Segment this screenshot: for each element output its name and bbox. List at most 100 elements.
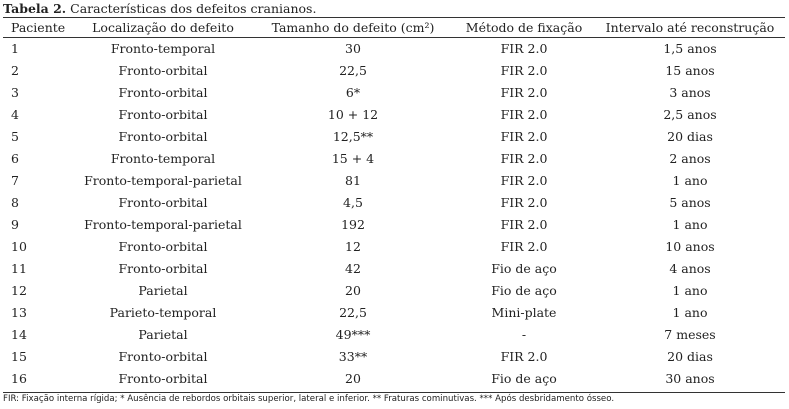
cell-intervalo: 2,5 anos bbox=[663, 106, 717, 122]
cell-paciente: 8 bbox=[11, 194, 19, 210]
header-rule bbox=[3, 37, 785, 38]
cell-localizacao: Fronto-orbital bbox=[118, 106, 208, 122]
cell-paciente: 5 bbox=[11, 128, 19, 144]
cell-paciente: 6 bbox=[11, 150, 19, 166]
cell-localizacao: Fronto-temporal bbox=[110, 40, 216, 56]
cell-tamanho: 12,5** bbox=[332, 128, 374, 144]
cell-paciente: 16 bbox=[11, 370, 27, 386]
caption-label: Tabela 2. bbox=[3, 1, 67, 16]
cell-intervalo: 1 ano bbox=[672, 282, 708, 298]
cell-paciente: 14 bbox=[11, 326, 27, 342]
cell-localizacao: Parietal bbox=[138, 282, 188, 298]
header-paciente: Paciente bbox=[11, 19, 66, 35]
cell-localizacao: Fronto-temporal-parietal bbox=[84, 216, 242, 232]
cell-paciente: 9 bbox=[11, 216, 19, 232]
table-row: 13 Parieto-temporal 22,5 Mini-plate 1 ano bbox=[3, 301, 785, 323]
cell-metodo: FIR 2.0 bbox=[500, 106, 548, 122]
cell-metodo: FIR 2.0 bbox=[500, 194, 548, 210]
header-tamanho: Tamanho do defeito (cm²) bbox=[271, 19, 435, 35]
cell-tamanho: 20 bbox=[345, 370, 361, 386]
cell-tamanho: 33** bbox=[338, 348, 368, 364]
cell-intervalo: 2 anos bbox=[669, 150, 711, 166]
cell-metodo: FIR 2.0 bbox=[500, 150, 548, 166]
cell-localizacao: Fronto-temporal bbox=[110, 150, 216, 166]
table-row: 10 Fronto-orbital 12 FIR 2.0 10 anos bbox=[3, 235, 785, 257]
cell-intervalo: 10 anos bbox=[665, 238, 715, 254]
cell-paciente: 1 bbox=[11, 40, 19, 56]
cell-tamanho: 10 + 12 bbox=[327, 106, 379, 122]
cell-tamanho: 20 bbox=[345, 282, 361, 298]
cell-metodo: FIR 2.0 bbox=[500, 348, 548, 364]
table-row: 8 Fronto-orbital 4,5 FIR 2.0 5 anos bbox=[3, 191, 785, 213]
table-row: 6 Fronto-temporal 15 + 4 FIR 2.0 2 anos bbox=[3, 147, 785, 169]
cell-tamanho: 42 bbox=[345, 260, 361, 276]
table-row: 5 Fronto-orbital 12,5** FIR 2.0 20 dias bbox=[3, 125, 785, 147]
cell-intervalo: 1 ano bbox=[672, 304, 708, 320]
cell-tamanho: 4,5 bbox=[343, 194, 363, 210]
header-metodo: Método de fixação bbox=[465, 19, 583, 35]
table-row: 12 Parietal 20 Fio de aço 1 ano bbox=[3, 279, 785, 301]
cell-paciente: 3 bbox=[11, 84, 19, 100]
cell-metodo: FIR 2.0 bbox=[500, 172, 548, 188]
cell-paciente: 13 bbox=[11, 304, 27, 320]
table-row: 15 Fronto-orbital 33** FIR 2.0 20 dias bbox=[3, 345, 785, 367]
table-row: 3 Fronto-orbital 6* FIR 2.0 3 anos bbox=[3, 81, 785, 103]
cell-metodo: FIR 2.0 bbox=[500, 62, 548, 78]
table-row: 14 Parietal 49*** - 7 meses bbox=[3, 323, 785, 345]
table-row: 16 Fronto-orbital 20 Fio de aço 30 anos bbox=[3, 367, 785, 389]
cell-metodo: FIR 2.0 bbox=[500, 84, 548, 100]
cell-tamanho: 15 + 4 bbox=[331, 150, 375, 166]
cell-intervalo: 15 anos bbox=[665, 62, 715, 78]
table-row: 1 Fronto-temporal 30 FIR 2.0 1,5 anos bbox=[3, 37, 785, 59]
cell-paciente: 7 bbox=[11, 172, 19, 188]
cell-metodo: FIR 2.0 bbox=[500, 128, 548, 144]
cell-tamanho: 22,5 bbox=[339, 304, 367, 320]
table-row: 4 Fronto-orbital 10 + 12 FIR 2.0 2,5 anos bbox=[3, 103, 785, 125]
cell-intervalo: 1,5 anos bbox=[663, 40, 717, 56]
table-row: 2 Fronto-orbital 22,5 FIR 2.0 15 anos bbox=[3, 59, 785, 81]
defects-table: Paciente Localização do defeito Tamanho … bbox=[3, 17, 785, 389]
cell-localizacao: Fronto-orbital bbox=[118, 238, 208, 254]
table-caption: Tabela 2. Características dos defeitos c… bbox=[3, 1, 316, 17]
cell-tamanho: 12 bbox=[345, 238, 361, 254]
caption-text: Características dos defeitos cranianos. bbox=[66, 1, 317, 16]
cell-localizacao: Fronto-orbital bbox=[118, 84, 208, 100]
cell-paciente: 2 bbox=[11, 62, 19, 78]
top-rule bbox=[3, 17, 785, 18]
cell-metodo: Fio de aço bbox=[491, 282, 557, 298]
cell-localizacao: Parieto-temporal bbox=[109, 304, 217, 320]
cell-metodo: Fio de aço bbox=[491, 370, 557, 386]
cell-metodo: FIR 2.0 bbox=[500, 238, 548, 254]
cell-tamanho: 30 bbox=[345, 40, 361, 56]
cell-localizacao: Fronto-orbital bbox=[118, 348, 208, 364]
cell-tamanho: 49*** bbox=[335, 326, 371, 342]
cell-localizacao: Fronto-orbital bbox=[118, 260, 208, 276]
cell-metodo: Fio de aço bbox=[491, 260, 557, 276]
cell-metodo: - bbox=[521, 326, 527, 342]
cell-localizacao: Fronto-orbital bbox=[118, 370, 208, 386]
cell-tamanho: 192 bbox=[341, 216, 365, 232]
cell-paciente: 4 bbox=[11, 106, 19, 122]
cell-tamanho: 6* bbox=[345, 84, 361, 100]
header-intervalo: Intervalo até reconstrução bbox=[605, 19, 775, 35]
cell-tamanho: 81 bbox=[345, 172, 361, 188]
cell-metodo: FIR 2.0 bbox=[500, 40, 548, 56]
cell-intervalo: 30 anos bbox=[665, 370, 715, 386]
cell-intervalo: 1 ano bbox=[672, 172, 708, 188]
cell-intervalo: 1 ano bbox=[672, 216, 708, 232]
cell-localizacao: Parietal bbox=[138, 326, 188, 342]
cell-paciente: 15 bbox=[11, 348, 27, 364]
cell-intervalo: 20 dias bbox=[667, 128, 713, 144]
table-row: 9 Fronto-temporal-parietal 192 FIR 2.0 1 ano bbox=[3, 213, 785, 235]
bottom-rule bbox=[3, 392, 785, 393]
header-localizacao: Localização do defeito bbox=[92, 19, 234, 35]
table-row: 11 Fronto-orbital 42 Fio de aço 4 anos bbox=[3, 257, 785, 279]
cell-paciente: 10 bbox=[11, 238, 27, 254]
cell-localizacao: Fronto-orbital bbox=[118, 62, 208, 78]
header-row: Paciente Localização do defeito Tamanho … bbox=[3, 17, 785, 37]
cell-intervalo: 7 meses bbox=[664, 326, 716, 342]
cell-tamanho: 22,5 bbox=[339, 62, 367, 78]
cell-intervalo: 3 anos bbox=[669, 84, 711, 100]
cell-paciente: 12 bbox=[11, 282, 27, 298]
